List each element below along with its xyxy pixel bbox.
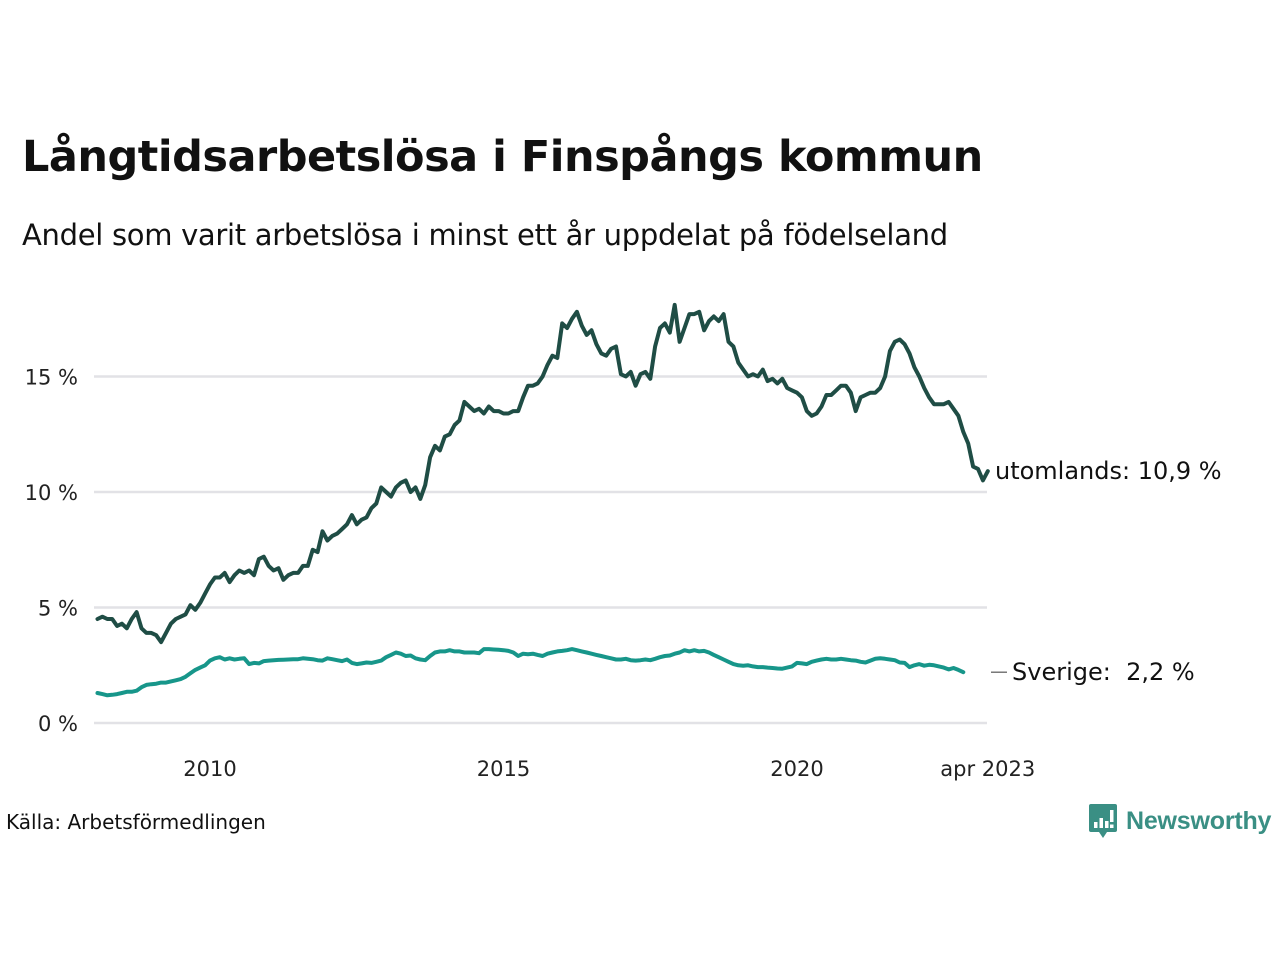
sverige-line <box>95 647 966 698</box>
y-axis: 0 % 5 % 10 % 15 % <box>25 366 78 737</box>
brand-name: Newsworthy <box>1126 806 1272 835</box>
series-lines <box>95 302 990 698</box>
bar-chart-speech-bubble-icon <box>1089 804 1117 838</box>
newsworthy-logo: Newsworthy <box>1088 803 1271 839</box>
utomlands-line <box>95 302 990 645</box>
x-axis: 2010 2015 2020 apr 2023 <box>183 757 1035 781</box>
utomlands-end-label: utomlands: 10,9 % <box>995 457 1222 485</box>
y-tick-label: 15 % <box>25 366 78 390</box>
gridlines <box>94 375 987 725</box>
y-tick-label: 10 % <box>25 481 78 505</box>
x-tick-label: apr 2023 <box>940 757 1035 781</box>
chart-subtitle: Andel som varit arbetslösa i minst ett å… <box>22 218 948 252</box>
y-tick-label: 5 % <box>38 597 78 621</box>
chart-title: Långtidsarbetslösa i Finspångs kommun <box>22 132 983 182</box>
x-tick-label: 2020 <box>770 757 823 781</box>
source-note: Källa: Arbetsförmedlingen <box>6 810 266 834</box>
y-tick-label: 0 % <box>38 712 78 736</box>
series-labels: utomlands: 10,9 % Sverige: 2,2 % <box>991 457 1222 686</box>
x-tick-label: 2015 <box>477 757 530 781</box>
x-tick-label: 2010 <box>183 757 236 781</box>
sverige-end-label: Sverige: 2,2 % <box>1012 658 1195 686</box>
